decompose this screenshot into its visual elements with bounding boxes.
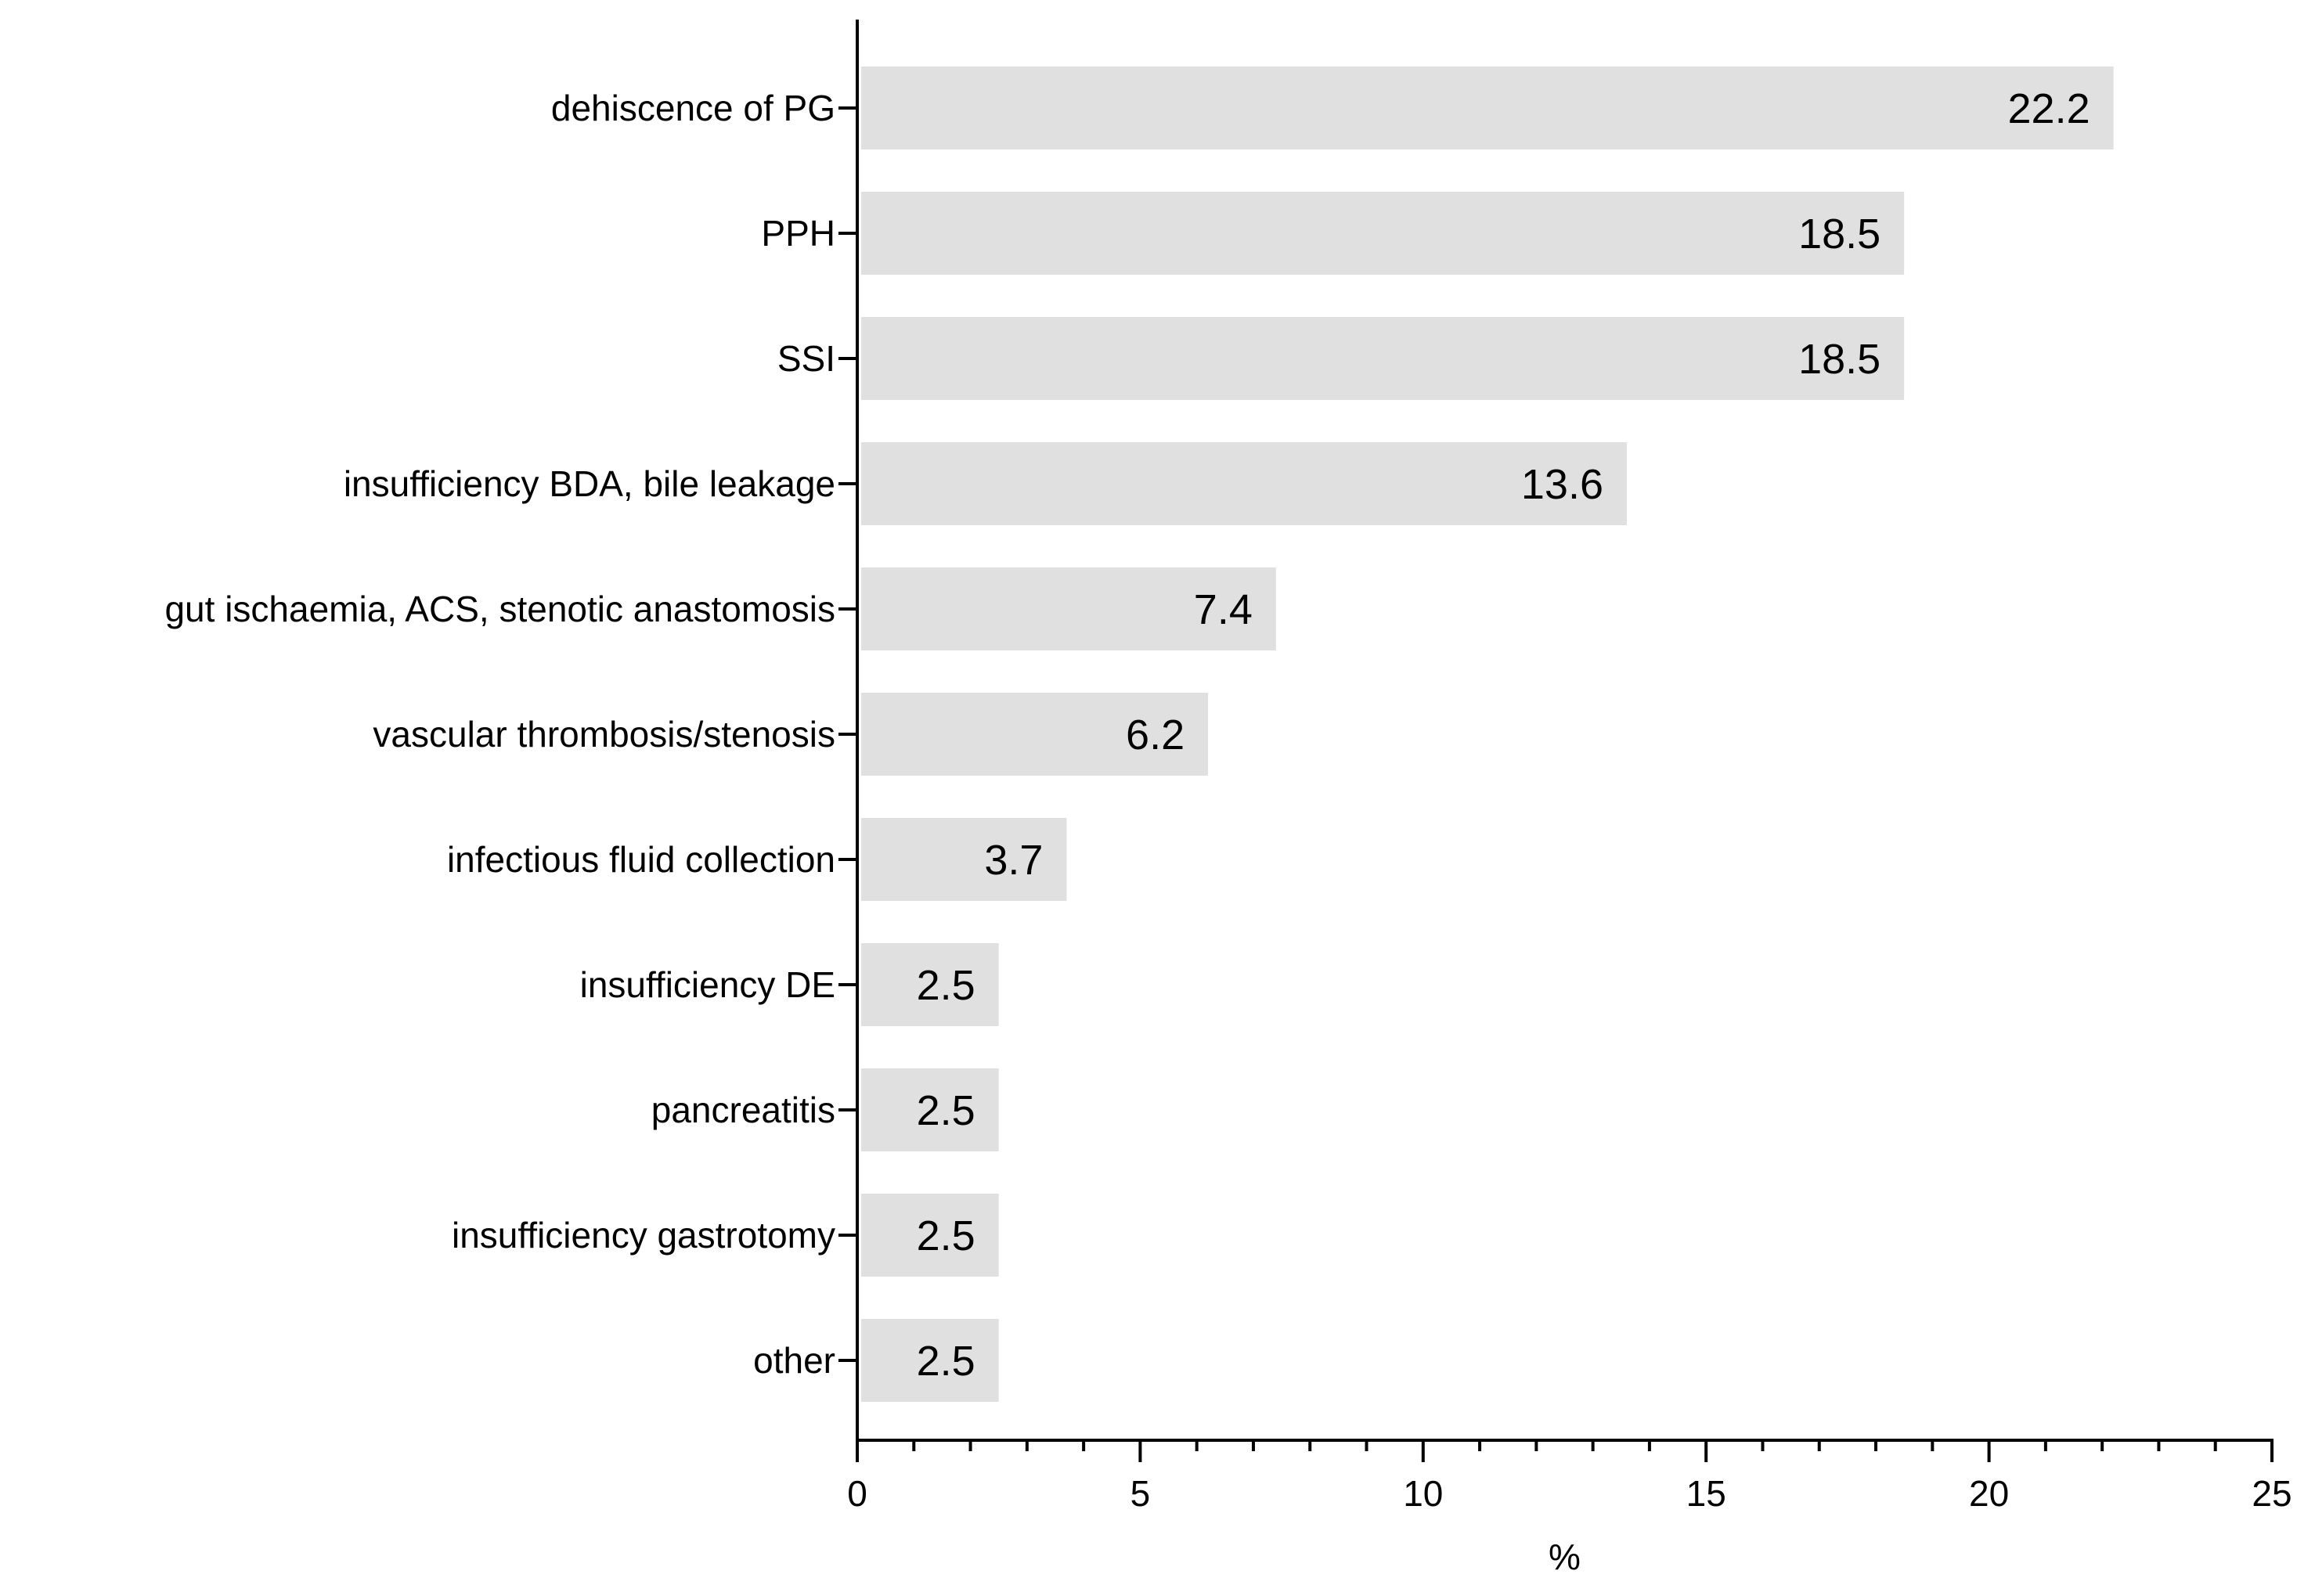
bar-value-label: 2.5 bbox=[917, 1087, 975, 1134]
x-tick-label: 25 bbox=[2252, 1473, 2292, 1514]
bar-7 bbox=[861, 943, 999, 1026]
category-label: gut ischaemia, ACS, stenotic anastomosis bbox=[164, 589, 835, 629]
category-label: pancreatitis bbox=[651, 1090, 835, 1130]
x-tick-label: 10 bbox=[1403, 1473, 1443, 1514]
bar-value-label: 2.5 bbox=[917, 1338, 975, 1385]
bar-value-label: 22.2 bbox=[2008, 85, 2090, 132]
bar-value-label: 3.7 bbox=[984, 837, 1043, 884]
bar-value-label: 13.6 bbox=[1521, 461, 1603, 508]
bar-10 bbox=[861, 1319, 999, 1402]
category-label: PPH bbox=[761, 213, 835, 254]
x-tick-label: 5 bbox=[1130, 1473, 1151, 1514]
x-axis-title: % bbox=[1549, 1537, 1581, 1577]
bar-value-label: 2.5 bbox=[917, 1212, 975, 1259]
bar-3 bbox=[861, 442, 1628, 525]
bar-2 bbox=[861, 317, 1905, 400]
category-label: dehiscence of PG bbox=[551, 88, 835, 128]
x-tick-label: 15 bbox=[1686, 1473, 1726, 1514]
category-label: insufficiency DE bbox=[580, 964, 835, 1005]
bar-value-label: 18.5 bbox=[1798, 211, 1880, 258]
x-tick-label: 20 bbox=[1969, 1473, 2009, 1514]
bar-5 bbox=[861, 693, 1209, 776]
category-labels-layer: dehiscence of PG PPH SSI insufficiency BDA,… bbox=[164, 88, 835, 1381]
bar-1 bbox=[861, 192, 1905, 275]
bar-value-label: 18.5 bbox=[1798, 336, 1880, 383]
category-label: vascular thrombosis/stenosis bbox=[373, 714, 835, 755]
bars-layer bbox=[861, 67, 2114, 1402]
category-label: other bbox=[753, 1340, 835, 1381]
bar-value-label: 2.5 bbox=[917, 962, 975, 1009]
x-ticks-layer: 0 5 10 15 20 25 bbox=[838, 106, 2292, 1514]
bar-4 bbox=[861, 567, 1276, 650]
axes-layer bbox=[856, 20, 2274, 1442]
bar-6 bbox=[861, 818, 1067, 901]
bar-8 bbox=[861, 1068, 999, 1151]
bar-9 bbox=[861, 1194, 999, 1277]
bar-value-label: 7.4 bbox=[1194, 586, 1253, 633]
bar-value-label: 6.2 bbox=[1126, 712, 1185, 758]
x-tick-label: 0 bbox=[847, 1473, 867, 1514]
category-label: insufficiency BDA, bile leakage bbox=[344, 463, 835, 504]
value-labels-layer: 22.2 18.5 18.5 13.6 7.4 6.2 3.7 2.5 2.5 2.5 2.5 bbox=[917, 85, 2090, 1385]
category-label: SSI bbox=[777, 338, 835, 379]
category-label: insufficiency gastrotomy bbox=[452, 1215, 835, 1256]
bar-0 bbox=[861, 67, 2114, 150]
category-label: infectious fluid collection bbox=[447, 839, 835, 880]
